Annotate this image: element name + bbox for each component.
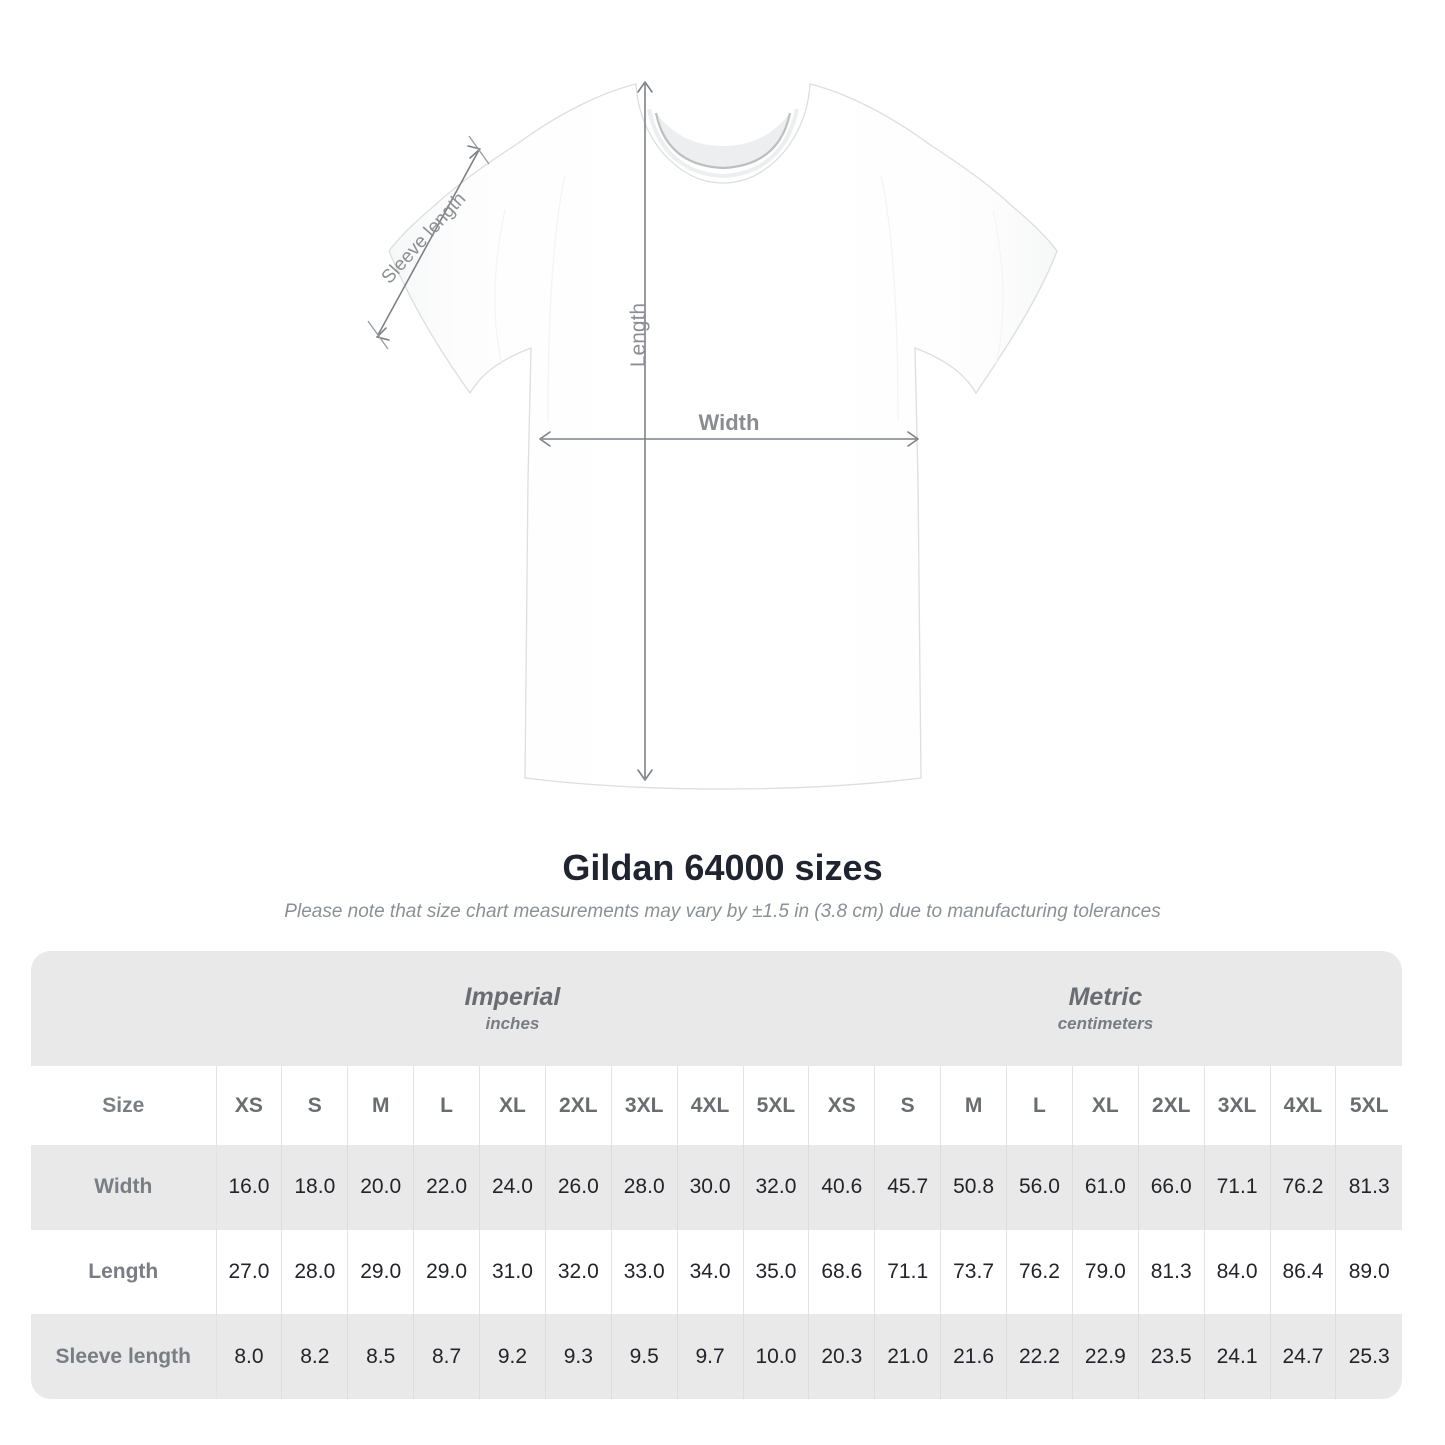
svg-text:Width: Width	[699, 410, 760, 435]
svg-text:Length: Length	[627, 303, 650, 367]
